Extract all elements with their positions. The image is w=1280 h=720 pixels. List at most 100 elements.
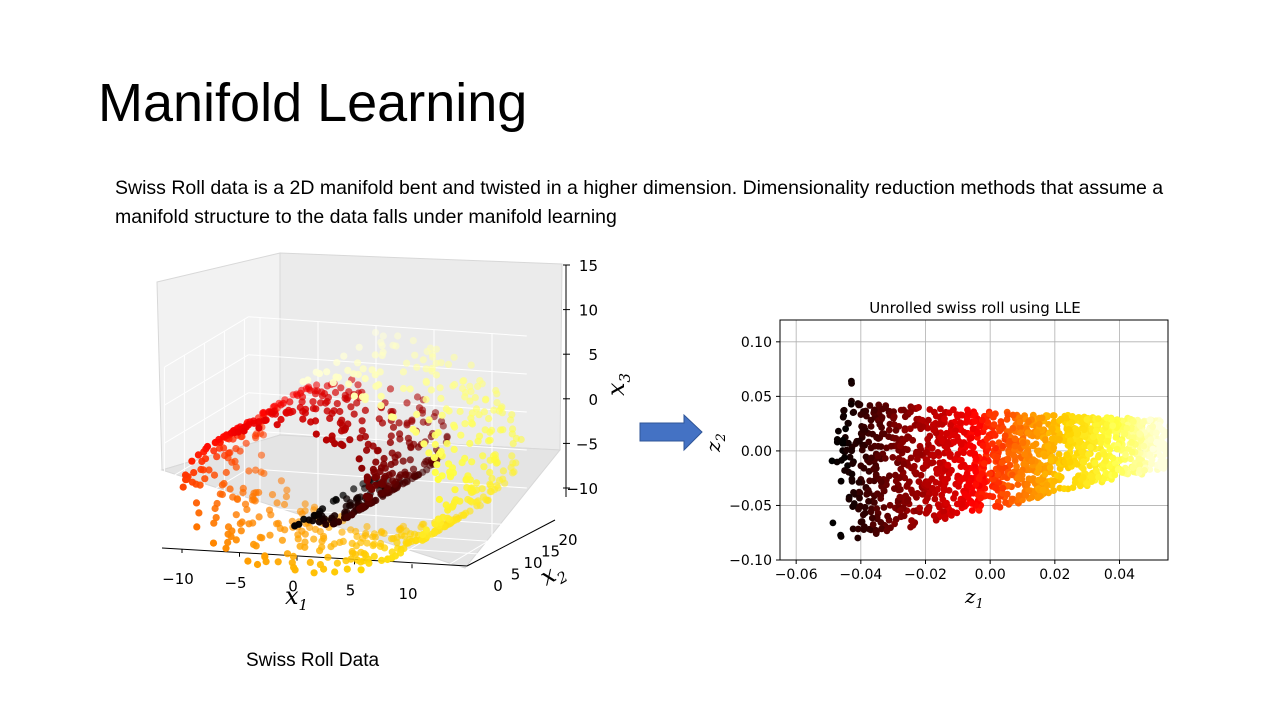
swiss-roll-point bbox=[282, 493, 290, 501]
swiss-roll-point bbox=[370, 552, 378, 561]
x1-tick-label: 0 bbox=[288, 578, 298, 596]
swiss-roll-point bbox=[213, 453, 221, 461]
lle-point bbox=[1098, 433, 1106, 441]
lle-point bbox=[946, 450, 953, 458]
lle-point bbox=[999, 489, 1007, 497]
lle-point bbox=[862, 453, 870, 461]
swiss-roll-point bbox=[312, 405, 320, 413]
lle-point bbox=[1121, 430, 1129, 438]
grid-line bbox=[224, 535, 503, 557]
lle-point bbox=[961, 475, 969, 482]
swiss-roll-point bbox=[409, 337, 417, 345]
lle-point bbox=[960, 449, 967, 457]
lle-point bbox=[1014, 475, 1022, 482]
lle-point bbox=[1013, 463, 1020, 470]
swiss-roll-point bbox=[422, 378, 430, 387]
lle-point bbox=[928, 444, 936, 452]
lle-point bbox=[848, 380, 855, 387]
grid-line bbox=[164, 468, 249, 520]
swiss-roll-point bbox=[403, 421, 411, 429]
swiss-roll-point bbox=[443, 440, 451, 448]
swiss-roll-point bbox=[480, 463, 488, 471]
swiss-roll-point bbox=[356, 434, 364, 442]
swiss-roll-point bbox=[377, 402, 385, 410]
x2-tick-label: 15 bbox=[541, 543, 560, 561]
lle-point bbox=[1049, 412, 1057, 419]
swiss-roll-point bbox=[371, 533, 379, 541]
lle-point bbox=[950, 494, 957, 502]
lle-point bbox=[969, 425, 977, 433]
lle-point bbox=[1114, 466, 1122, 473]
lle-point bbox=[972, 455, 980, 463]
lle-point bbox=[935, 421, 942, 428]
lle-point bbox=[877, 519, 885, 526]
lle-point bbox=[933, 467, 941, 475]
lle-point bbox=[856, 401, 864, 409]
right-arrow bbox=[639, 413, 703, 452]
swiss-roll-point bbox=[480, 408, 488, 416]
slide-title: Manifold Learning bbox=[98, 73, 528, 133]
swiss-roll-point bbox=[388, 535, 396, 543]
swiss-roll-point bbox=[388, 449, 396, 457]
swiss-roll-point bbox=[451, 423, 459, 431]
swiss-roll-point bbox=[333, 400, 341, 408]
swiss-roll-point bbox=[435, 450, 444, 458]
lle-point bbox=[1014, 481, 1022, 488]
lle-point bbox=[962, 418, 970, 426]
lle-point bbox=[1164, 460, 1168, 468]
lle-point bbox=[924, 481, 932, 489]
lle-point bbox=[867, 444, 875, 452]
swiss-roll-point bbox=[371, 328, 380, 337]
lle-x-tick-label: −0.02 bbox=[904, 567, 947, 583]
lle-point bbox=[1073, 460, 1081, 468]
lle-point bbox=[941, 477, 949, 485]
swiss-roll-point bbox=[497, 426, 505, 434]
swiss-roll-point bbox=[222, 468, 230, 477]
lle-point bbox=[1002, 499, 1009, 506]
lle-chart-title: Unrolled swiss roll using LLE bbox=[869, 299, 1081, 317]
swiss-roll-point bbox=[399, 457, 407, 465]
lle-point bbox=[828, 457, 836, 465]
swiss-roll-point bbox=[456, 407, 464, 416]
swiss-roll-point bbox=[432, 345, 440, 353]
swiss-roll-point bbox=[490, 406, 498, 414]
lle-point bbox=[909, 436, 917, 444]
lle-point bbox=[1017, 423, 1024, 431]
lle-point bbox=[957, 463, 965, 470]
lle-point bbox=[983, 435, 991, 443]
swiss-roll-point bbox=[435, 495, 443, 504]
swiss-roll-point bbox=[436, 384, 444, 392]
swiss-roll-point bbox=[370, 468, 378, 476]
swiss-roll-point bbox=[273, 499, 281, 507]
lle-point bbox=[855, 479, 863, 486]
lle-point bbox=[1089, 433, 1097, 441]
x3-tick-label: 5 bbox=[588, 346, 598, 364]
swiss-roll-point bbox=[431, 431, 439, 439]
x2-axis-line bbox=[466, 519, 556, 567]
lle-point bbox=[1095, 473, 1102, 481]
grid-line bbox=[164, 354, 249, 406]
swiss-roll-point bbox=[365, 482, 373, 491]
lle-point bbox=[951, 432, 958, 439]
lle-point bbox=[1128, 438, 1135, 446]
lle-point bbox=[865, 498, 872, 505]
swiss-roll-point bbox=[474, 437, 482, 445]
lle-point bbox=[1024, 481, 1031, 488]
swiss-roll-point bbox=[432, 371, 441, 379]
lle-point bbox=[981, 478, 988, 486]
swiss-roll-point bbox=[244, 557, 252, 565]
lle-point bbox=[899, 438, 907, 446]
swiss-roll-point bbox=[443, 432, 451, 440]
swiss-roll-point bbox=[343, 565, 351, 573]
swiss-roll-point bbox=[361, 375, 369, 383]
swiss-roll-point bbox=[179, 483, 187, 491]
x2-tick-label: 10 bbox=[523, 554, 542, 572]
swiss-roll-point bbox=[203, 442, 212, 451]
lle-point bbox=[1091, 459, 1099, 467]
swiss-roll-point bbox=[322, 436, 330, 444]
lle-point bbox=[1009, 424, 1017, 432]
lle-point bbox=[848, 475, 856, 483]
swiss-roll-point bbox=[462, 509, 470, 517]
swiss-roll-point bbox=[372, 458, 380, 466]
